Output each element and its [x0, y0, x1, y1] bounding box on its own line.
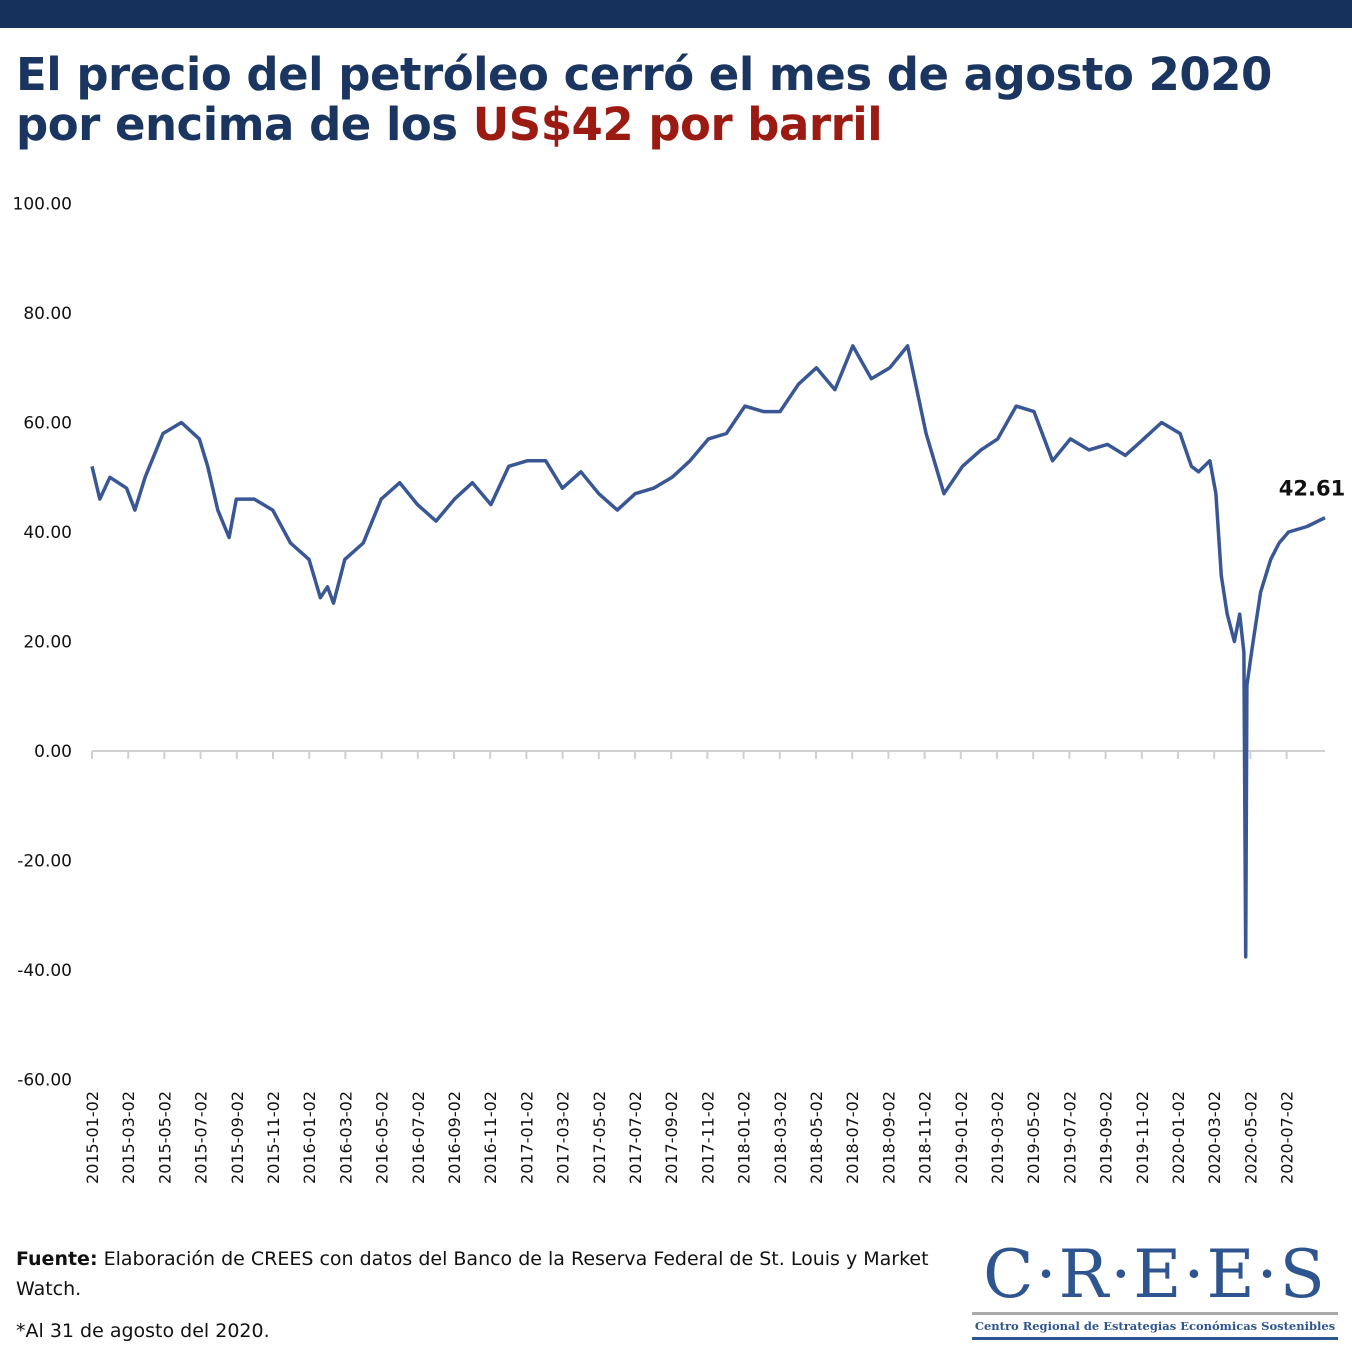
x-tick-label: 2017-03-02	[554, 1091, 573, 1184]
x-tick-label: 2018-01-02	[735, 1091, 754, 1184]
y-tick-label: 80.00	[23, 304, 72, 324]
x-tick-label: 2019-07-02	[1060, 1091, 1079, 1184]
x-tick-label: 2018-07-02	[843, 1091, 862, 1184]
x-tick-label: 2018-09-02	[879, 1091, 898, 1184]
logo-divider	[972, 1312, 1338, 1315]
title-highlight: US$42 por barril	[472, 98, 883, 151]
x-tick-label: 2016-07-02	[409, 1091, 428, 1184]
x-tick-label: 2016-09-02	[445, 1091, 464, 1184]
x-tick-label: 2019-09-02	[1097, 1091, 1116, 1184]
x-tick-label: 2017-09-02	[662, 1091, 681, 1184]
price-series-line	[90, 344, 1326, 959]
x-tick-label: 2020-07-02	[1278, 1091, 1297, 1184]
x-tick-label: 2015-03-02	[119, 1091, 138, 1184]
x-tick-label: 2018-03-02	[771, 1091, 790, 1184]
x-tick-label: 2015-09-02	[228, 1091, 247, 1184]
x-tick-label: 2017-05-02	[590, 1091, 609, 1184]
x-tick-label: 2017-11-02	[698, 1091, 717, 1184]
y-tick-label: 20.00	[23, 633, 72, 653]
x-tick-label: 2017-07-02	[626, 1091, 645, 1184]
logo-underline	[972, 1337, 1338, 1340]
x-tick-label: 2015-07-02	[192, 1091, 211, 1184]
x-tick-label: 2016-03-02	[336, 1091, 355, 1184]
logo-wordmark: C·R·E·E·S	[983, 1236, 1327, 1313]
x-tick-label: 2016-01-02	[300, 1091, 319, 1184]
x-tick-label: 2019-05-02	[1024, 1091, 1043, 1184]
x-tick-label: 2018-11-02	[916, 1091, 935, 1184]
y-tick-label: -40.00	[17, 961, 72, 981]
crees-logo: C·R·E·E·S Centro Regional de Estrategias…	[972, 1240, 1338, 1340]
x-tick-label: 2015-01-02	[83, 1091, 102, 1184]
x-tick-label: 2019-11-02	[1133, 1091, 1152, 1184]
y-tick-label: 60.00	[23, 414, 72, 434]
x-tick-label: 2018-05-02	[807, 1091, 826, 1184]
x-tick-label: 2015-05-02	[155, 1091, 174, 1184]
x-tick-label: 2017-01-02	[517, 1091, 536, 1184]
x-tick-label: 2019-01-02	[952, 1091, 971, 1184]
source-text: Elaboración de CREES con datos del Banco…	[16, 1248, 929, 1300]
x-tick-label: 2019-03-02	[988, 1091, 1007, 1184]
oil-price-line-chart: 100.00 80.00 60.00 40.00 20.00 0.00 -20.00 -40.…	[13, 195, 1346, 1184]
x-tick-label: 2016-11-02	[481, 1091, 500, 1184]
x-tick-label: 2020-03-02	[1205, 1091, 1224, 1184]
source-note: Fuente: Elaboración de CREES con datos d…	[16, 1244, 956, 1304]
x-tick-label: 2020-01-02	[1169, 1091, 1188, 1184]
top-bar	[0, 0, 1352, 28]
y-tick-label: 100.00	[13, 195, 72, 215]
date-note: *Al 31 de agosto del 2020.	[16, 1320, 270, 1342]
title-main: El precio del petróleo cerró el mes de a…	[16, 48, 1272, 151]
logo-subtitle: Centro Regional de Estrategias Económica…	[974, 1319, 1336, 1333]
source-label: Fuente:	[16, 1248, 98, 1270]
y-tick-label: -60.00	[17, 1071, 72, 1091]
last-value-label: 42.61	[1279, 477, 1345, 501]
y-tick-label: 0.00	[34, 742, 72, 762]
y-tick-label: 40.00	[23, 523, 72, 543]
x-tick-label: 2016-05-02	[373, 1091, 392, 1184]
page-title: El precio del petróleo cerró el mes de a…	[16, 50, 1352, 150]
x-tick-label: 2015-11-02	[264, 1091, 283, 1184]
y-tick-label: -20.00	[17, 852, 72, 872]
x-tick-label: 2020-05-02	[1241, 1091, 1260, 1184]
